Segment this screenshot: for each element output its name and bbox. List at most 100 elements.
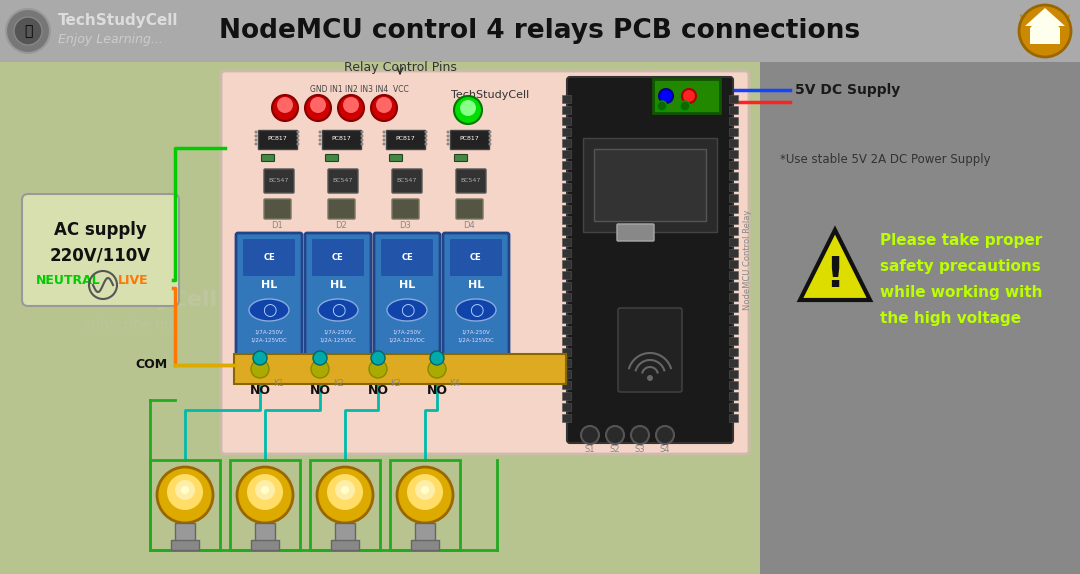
FancyBboxPatch shape bbox=[257, 130, 297, 149]
FancyBboxPatch shape bbox=[729, 271, 738, 279]
FancyBboxPatch shape bbox=[562, 271, 571, 279]
Text: D1: D1 bbox=[271, 220, 283, 230]
FancyBboxPatch shape bbox=[456, 199, 483, 219]
Circle shape bbox=[382, 142, 386, 145]
Text: subscribe me: subscribe me bbox=[83, 318, 176, 332]
FancyBboxPatch shape bbox=[562, 216, 571, 224]
Text: TechStudyCell: TechStudyCell bbox=[450, 90, 529, 100]
Text: PC817: PC817 bbox=[332, 137, 351, 142]
Circle shape bbox=[361, 134, 364, 138]
FancyBboxPatch shape bbox=[411, 540, 438, 550]
FancyBboxPatch shape bbox=[328, 169, 357, 193]
Text: CE: CE bbox=[470, 254, 482, 262]
Text: S3: S3 bbox=[635, 445, 646, 455]
FancyBboxPatch shape bbox=[729, 403, 738, 411]
FancyBboxPatch shape bbox=[264, 199, 291, 219]
FancyBboxPatch shape bbox=[171, 540, 199, 550]
Text: while working with: while working with bbox=[880, 285, 1042, 300]
Circle shape bbox=[276, 97, 293, 113]
Circle shape bbox=[157, 467, 213, 523]
FancyBboxPatch shape bbox=[583, 138, 717, 232]
Text: Relay Control Pins: Relay Control Pins bbox=[343, 60, 457, 73]
Circle shape bbox=[647, 375, 653, 381]
Circle shape bbox=[297, 138, 299, 142]
FancyBboxPatch shape bbox=[729, 161, 738, 169]
Circle shape bbox=[424, 134, 428, 138]
Circle shape bbox=[488, 138, 491, 142]
Text: 🔧: 🔧 bbox=[24, 24, 32, 38]
Circle shape bbox=[313, 351, 327, 365]
Circle shape bbox=[343, 97, 359, 113]
Polygon shape bbox=[1030, 12, 1059, 44]
Circle shape bbox=[319, 130, 322, 134]
Text: S4: S4 bbox=[660, 445, 671, 455]
FancyBboxPatch shape bbox=[729, 249, 738, 257]
FancyBboxPatch shape bbox=[322, 130, 361, 149]
Text: PC817: PC817 bbox=[459, 137, 478, 142]
Text: 1/7A-250V: 1/7A-250V bbox=[461, 329, 490, 335]
FancyBboxPatch shape bbox=[594, 149, 706, 221]
Text: 220V/110V: 220V/110V bbox=[50, 246, 151, 264]
Circle shape bbox=[255, 480, 275, 500]
Circle shape bbox=[167, 474, 203, 510]
Text: 1/2A-125VDC: 1/2A-125VDC bbox=[320, 338, 356, 343]
FancyBboxPatch shape bbox=[562, 392, 571, 400]
Circle shape bbox=[460, 100, 476, 116]
FancyBboxPatch shape bbox=[237, 233, 302, 355]
Circle shape bbox=[311, 360, 329, 378]
FancyBboxPatch shape bbox=[562, 381, 571, 389]
Circle shape bbox=[606, 426, 624, 444]
Circle shape bbox=[372, 351, 384, 365]
Text: K1: K1 bbox=[272, 378, 283, 387]
Text: 5V DC Supply: 5V DC Supply bbox=[795, 83, 901, 97]
FancyBboxPatch shape bbox=[251, 540, 279, 550]
Circle shape bbox=[305, 95, 330, 121]
FancyBboxPatch shape bbox=[729, 348, 738, 356]
FancyBboxPatch shape bbox=[729, 139, 738, 147]
Ellipse shape bbox=[318, 299, 357, 321]
Text: ○: ○ bbox=[261, 301, 276, 319]
Circle shape bbox=[251, 360, 269, 378]
FancyBboxPatch shape bbox=[562, 282, 571, 290]
Text: 1/2A-125VDC: 1/2A-125VDC bbox=[251, 338, 287, 343]
Circle shape bbox=[382, 138, 386, 142]
Circle shape bbox=[656, 426, 674, 444]
Ellipse shape bbox=[456, 299, 496, 321]
FancyBboxPatch shape bbox=[567, 77, 733, 443]
FancyBboxPatch shape bbox=[390, 154, 403, 161]
FancyBboxPatch shape bbox=[618, 308, 681, 392]
FancyBboxPatch shape bbox=[729, 337, 738, 345]
FancyBboxPatch shape bbox=[729, 106, 738, 114]
Circle shape bbox=[255, 142, 257, 145]
Circle shape bbox=[327, 474, 363, 510]
Text: NO: NO bbox=[249, 383, 270, 397]
FancyBboxPatch shape bbox=[562, 117, 571, 125]
Polygon shape bbox=[1025, 8, 1065, 26]
Text: HL: HL bbox=[329, 280, 346, 290]
FancyBboxPatch shape bbox=[729, 216, 738, 224]
Circle shape bbox=[681, 89, 696, 103]
Text: COM: COM bbox=[136, 359, 168, 371]
Text: 1/2A-125VDC: 1/2A-125VDC bbox=[389, 338, 426, 343]
Circle shape bbox=[407, 474, 443, 510]
FancyBboxPatch shape bbox=[562, 337, 571, 345]
Circle shape bbox=[297, 130, 299, 134]
FancyBboxPatch shape bbox=[729, 282, 738, 290]
FancyBboxPatch shape bbox=[415, 523, 435, 541]
FancyBboxPatch shape bbox=[617, 224, 654, 241]
Circle shape bbox=[424, 138, 428, 142]
Text: 1/7A-250V: 1/7A-250V bbox=[255, 329, 283, 335]
FancyBboxPatch shape bbox=[729, 315, 738, 323]
Text: 1/7A-250V: 1/7A-250V bbox=[393, 329, 421, 335]
Circle shape bbox=[680, 101, 690, 111]
Circle shape bbox=[454, 96, 482, 124]
Text: 1/7A-250V: 1/7A-250V bbox=[324, 329, 352, 335]
Circle shape bbox=[261, 486, 269, 494]
Text: !: ! bbox=[825, 254, 845, 296]
Text: S2: S2 bbox=[610, 445, 620, 455]
FancyBboxPatch shape bbox=[562, 205, 571, 213]
Text: NodeMCU control 4 relays PCB connections: NodeMCU control 4 relays PCB connections bbox=[219, 18, 861, 44]
Text: BC547: BC547 bbox=[269, 179, 289, 184]
FancyBboxPatch shape bbox=[305, 233, 372, 355]
Text: AC supply: AC supply bbox=[54, 221, 147, 239]
